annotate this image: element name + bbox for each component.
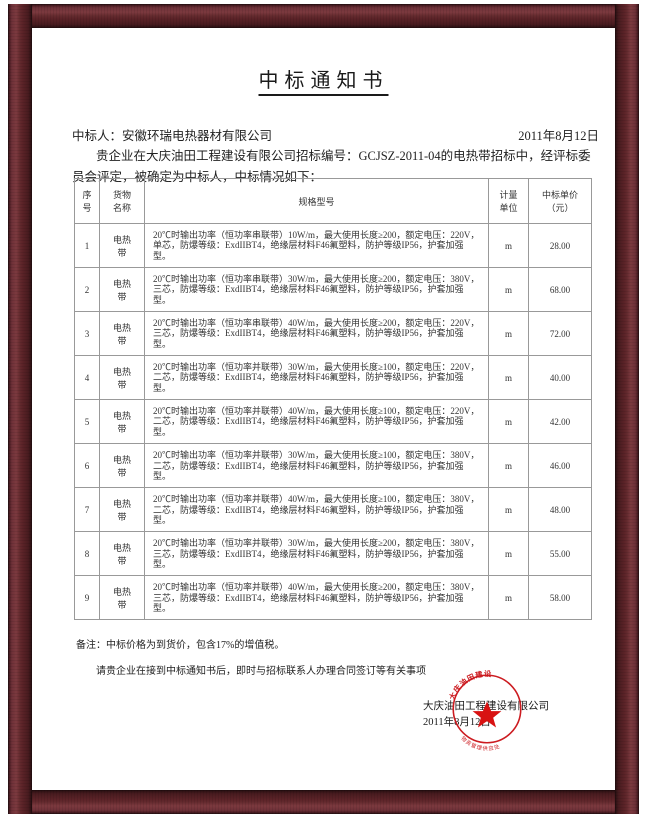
svg-text:大庆油田建设: 大庆油田建设 <box>447 669 492 701</box>
svg-text:物资管理供应处: 物资管理供应处 <box>459 734 501 752</box>
